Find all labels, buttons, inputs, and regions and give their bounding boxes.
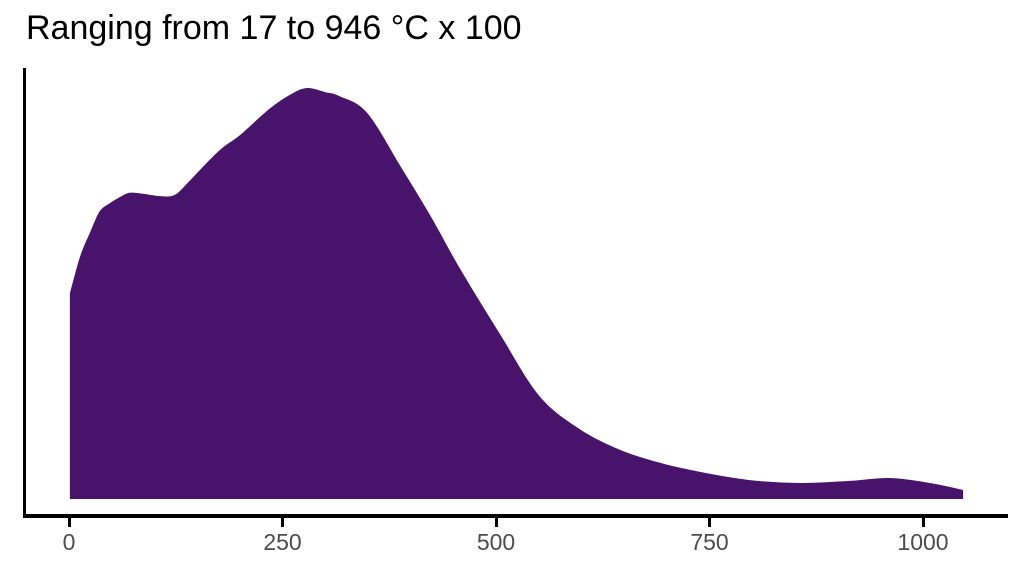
x-axis-line (23, 514, 1008, 518)
x-tick-label: 1000 (897, 529, 949, 555)
x-tick-mark (921, 518, 925, 527)
x-tick-mark (281, 518, 284, 527)
x-tick-label: 250 (263, 529, 302, 555)
x-tick-label: 500 (476, 529, 516, 555)
x-tick-label: 750 (690, 529, 729, 555)
x-tick-label: 0 (62, 529, 76, 555)
y-axis-line (23, 68, 26, 518)
x-tick-mark (494, 518, 498, 527)
chart-title: Ranging from 17 to 946 °C x 100 (26, 9, 522, 47)
density-area (69, 87, 964, 499)
x-tick-mark (67, 518, 71, 527)
x-tick-mark (708, 518, 711, 527)
